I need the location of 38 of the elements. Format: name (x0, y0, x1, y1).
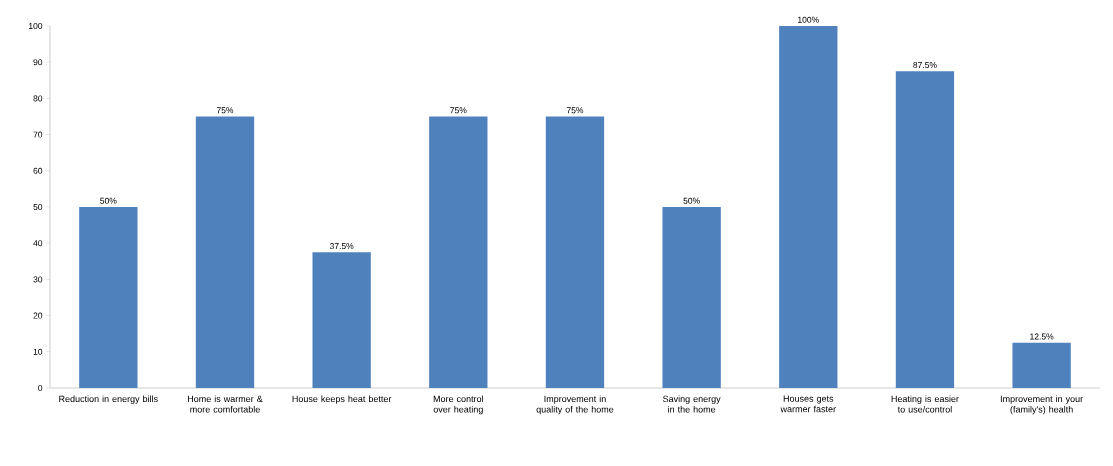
x-tick-label: Houses gets warmer faster (780, 395, 836, 413)
data-label: 75% (450, 107, 467, 114)
bar (779, 26, 838, 388)
y-tick-label: 80 (33, 95, 43, 102)
x-tick-label: Improvement in quality of the home (536, 395, 614, 415)
data-label: 100% (798, 16, 819, 23)
bar (312, 252, 371, 388)
bar (1012, 342, 1071, 388)
bar (895, 71, 955, 388)
data-label: 50% (100, 197, 117, 204)
x-tick-label: More control over heating (433, 395, 483, 415)
data-label: 75% (566, 107, 584, 114)
data-label: 12.5% (1030, 333, 1054, 340)
y-tick-label: 40 (33, 240, 43, 247)
x-tick-label: Heating is easier to use/control (891, 395, 959, 413)
bar (79, 207, 138, 388)
y-tick-label: 60 (33, 167, 43, 174)
y-tick-label: 10 (33, 348, 43, 355)
y-tick-label: 0 (38, 384, 43, 391)
y-tick-label: 100 (29, 22, 43, 29)
bar (429, 116, 488, 388)
y-tick-label: 20 (33, 312, 43, 319)
data-label: 37.5% (329, 243, 354, 250)
data-label: 50% (683, 197, 700, 204)
x-tick-label: Saving energy in the home (663, 395, 721, 413)
data-label: 75% (216, 107, 234, 114)
x-tick-label: Improvement in your (family's) health (1000, 395, 1083, 415)
bar (662, 207, 721, 388)
x-tick-label: House keeps heat better (292, 395, 392, 404)
y-tick-label: 30 (33, 276, 43, 283)
bar (195, 116, 255, 388)
bar (545, 116, 605, 388)
x-tick-label: Home is warmer & more comfortable (187, 395, 263, 413)
y-tick-label: 90 (33, 59, 43, 66)
x-tick-label: Reduction in energy bills (59, 395, 158, 404)
y-tick-label: 50 (33, 203, 43, 210)
y-tick-label: 70 (33, 131, 43, 138)
data-label: 87.5% (913, 62, 937, 69)
